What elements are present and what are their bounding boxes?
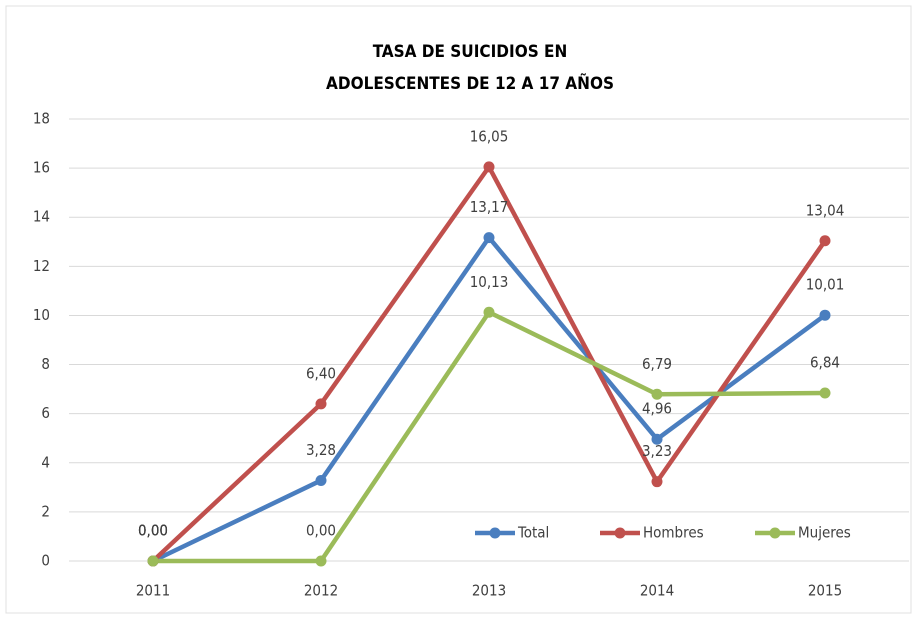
y-tick-label: 0 [41, 552, 50, 570]
chart-frame [5, 5, 912, 614]
y-tick-label: 18 [33, 110, 50, 128]
data-label: 4,96 [642, 400, 672, 418]
x-tick-label: 2012 [304, 582, 338, 600]
legend-marker [769, 527, 781, 539]
x-tick-label: 2014 [640, 582, 674, 600]
legend-label: Hombres [643, 524, 704, 542]
data-label: 3,28 [306, 441, 336, 459]
data-point [147, 555, 159, 567]
chart-title: TASA DE SUICIDIOS EN [373, 42, 568, 62]
x-tick-label: 2011 [136, 582, 170, 600]
data-point [651, 476, 663, 488]
data-label: 0,00 [306, 522, 336, 540]
data-point [315, 555, 327, 567]
series-line [151, 164, 827, 563]
legend-label: Total [517, 524, 549, 542]
series-line [153, 310, 826, 564]
data-label: 6,84 [810, 354, 840, 372]
y-tick-label: 16 [33, 159, 50, 177]
data-point [651, 388, 663, 400]
legend-marker [614, 527, 626, 539]
chart-title: ADOLESCENTES DE 12 A 17 AÑOS [326, 71, 614, 94]
data-label: 0,00 [138, 522, 168, 540]
data-point [315, 398, 327, 410]
y-tick-label: 4 [41, 453, 50, 471]
y-tick-label: 14 [33, 208, 50, 226]
data-point [483, 306, 495, 318]
data-label: 3,23 [642, 442, 672, 460]
x-tick-label: 2013 [472, 582, 506, 600]
data-label: 0,00 [138, 522, 168, 540]
data-label: 13,17 [470, 198, 509, 216]
data-label: 10,13 [470, 273, 509, 291]
y-tick-label: 6 [41, 404, 50, 422]
y-tick-label: 2 [41, 502, 50, 520]
data-label: 10,01 [806, 276, 845, 294]
y-tick-label: 8 [41, 355, 50, 373]
data-point [819, 387, 831, 399]
y-tick-label: 12 [33, 257, 50, 275]
data-label: 16,05 [470, 127, 509, 145]
data-label: 6,79 [642, 355, 672, 373]
legend-label: Mujeres [798, 524, 851, 542]
data-label: 0,00 [138, 522, 168, 540]
y-tick-label: 10 [33, 306, 50, 324]
legend-marker [489, 527, 501, 539]
data-point [315, 474, 327, 486]
data-point [483, 232, 495, 244]
data-point [819, 235, 831, 247]
data-point [819, 309, 831, 321]
x-tick-label: 2015 [808, 582, 842, 600]
data-label: 6,40 [306, 364, 336, 382]
data-label: 13,04 [806, 201, 845, 219]
data-point [483, 161, 495, 173]
data-point [651, 433, 663, 445]
